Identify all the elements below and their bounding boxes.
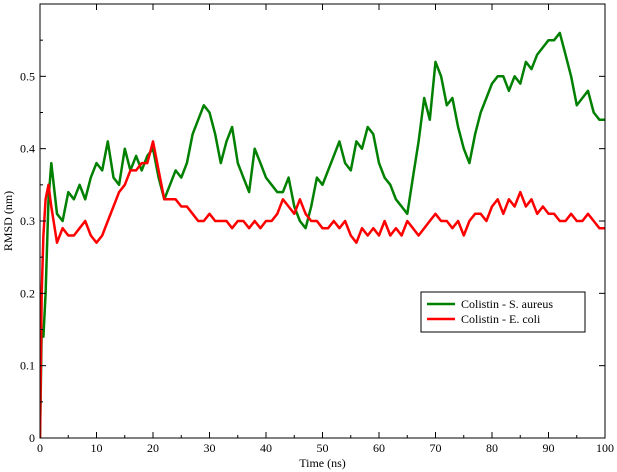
x-tick-label: 10 — [91, 441, 103, 455]
series-layer — [40, 31, 605, 438]
y-tick-label: 0.1 — [20, 359, 35, 373]
y-tick-label: 0.5 — [20, 69, 35, 83]
x-tick-label: 0 — [37, 441, 43, 455]
x-axis: 0 10 20 30 40 50 60 70 80 90 100 — [37, 4, 614, 455]
x-tick-label: 20 — [147, 441, 159, 455]
legend-entry-s-aureus: Colistin - S. aureus — [461, 297, 553, 311]
y-tick-label: 0 — [29, 431, 35, 445]
x-tick-label: 100 — [596, 441, 614, 455]
y-axis: 0 0.1 0.2 0.3 0.4 0.5 — [20, 39, 605, 445]
x-tick-label: 90 — [543, 441, 555, 455]
legend-entry-e-coli: Colistin - E. coli — [461, 312, 541, 326]
y-tick-label: 0.4 — [20, 142, 35, 156]
x-axis-label: Time (ns) — [299, 456, 346, 470]
legend-box — [420, 291, 586, 333]
x-tick-label: 70 — [430, 441, 442, 455]
y-tick-label: 0.3 — [20, 214, 35, 228]
y-tick-label: 0.2 — [20, 286, 35, 300]
y-axis-label: RMSD (nm) — [1, 191, 15, 251]
x-tick-label: 60 — [373, 441, 385, 455]
x-tick-label: 40 — [260, 441, 272, 455]
x-tick-label: 80 — [486, 441, 498, 455]
series-line-e-coli — [40, 140, 605, 438]
series-line-s-aureus — [40, 31, 605, 438]
legend: Colistin - S. aureus Colistin - E. coli — [420, 291, 586, 333]
x-tick-label: 50 — [317, 441, 329, 455]
x-tick-label: 30 — [204, 441, 216, 455]
